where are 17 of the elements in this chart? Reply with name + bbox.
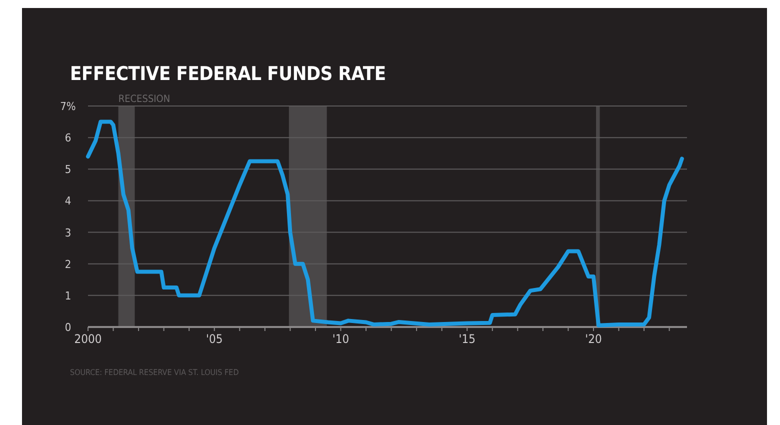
y-tick-label: 3 xyxy=(64,226,72,240)
x-tick-label: '10 xyxy=(332,332,350,346)
chart-title: EFFECTIVE FEDERAL FUNDS RATE xyxy=(70,63,386,85)
y-tick-label: 0 xyxy=(64,321,72,334)
x-tick-label: 2000 xyxy=(74,332,102,346)
line-series xyxy=(86,120,684,328)
y-tick-label: 2 xyxy=(64,258,72,271)
x-tick-label: '05 xyxy=(206,332,223,346)
y-tick-label: 4 xyxy=(64,194,72,208)
y-tick-label: 1 xyxy=(64,289,72,302)
y-tick-label: 7% xyxy=(60,100,76,113)
x-tick-label: '15 xyxy=(458,332,476,346)
y-tick-label: 5 xyxy=(64,163,72,176)
source-note: SOURCE: FEDERAL RESERVE VIA ST. LOUIS FED xyxy=(70,368,240,377)
band-label: RECESSION xyxy=(118,94,170,105)
y-tick-label: 6 xyxy=(64,132,72,145)
x-tick-label: '20 xyxy=(585,332,602,346)
